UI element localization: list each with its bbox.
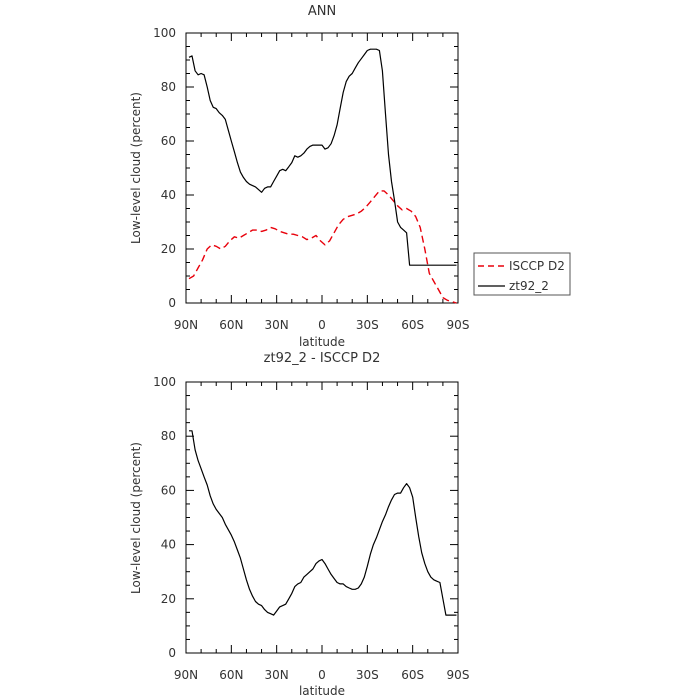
y-tick-label: 20 bbox=[161, 592, 176, 606]
legend-label-isccp: ISCCP D2 bbox=[509, 259, 565, 273]
chart-panel-difference: zt92_2 - ISCCP D2 Low-level cloud (perce… bbox=[129, 351, 469, 698]
plot-frame bbox=[185, 32, 459, 304]
plot-frame bbox=[185, 381, 459, 654]
y-tick-label: 80 bbox=[161, 429, 176, 443]
series-group bbox=[188, 48, 457, 304]
x-tick-label: 30S bbox=[356, 668, 379, 682]
x-tick-label: 60S bbox=[401, 668, 424, 682]
y-tick-label: 20 bbox=[161, 242, 176, 256]
y-axis-label: Low-level cloud (percent) bbox=[129, 92, 143, 244]
chart-title: ANN bbox=[308, 4, 336, 19]
legend: ISCCP D2 zt92_2 bbox=[473, 252, 571, 296]
x-tick-label: 90S bbox=[447, 318, 470, 332]
y-tick-label: 0 bbox=[168, 646, 176, 660]
x-tick-label: 30N bbox=[265, 668, 289, 682]
chart-panel-annual: ANN Low-level cloud (percent) latitude 9… bbox=[129, 4, 469, 349]
x-axis-label: latitude bbox=[299, 684, 345, 698]
y-tick-label: 0 bbox=[168, 296, 176, 310]
y-tick-label: 80 bbox=[161, 80, 176, 94]
x-tick-label: 90N bbox=[174, 318, 198, 332]
y-tick-label: 60 bbox=[161, 134, 176, 148]
x-tick-label: 60N bbox=[219, 668, 243, 682]
tick-group: 90N 60N 30N 0 30S 60S 90S 0 20 40 60 80 100 bbox=[153, 26, 469, 332]
series-line-0 bbox=[189, 430, 457, 616]
series-group bbox=[189, 430, 457, 616]
legend-box bbox=[473, 252, 571, 296]
y-tick-label: 100 bbox=[153, 26, 176, 40]
series-line-1 bbox=[188, 48, 457, 266]
x-tick-label: 90S bbox=[447, 668, 470, 682]
x-tick-label: 0 bbox=[318, 318, 326, 332]
x-tick-label: 90N bbox=[174, 668, 198, 682]
x-axis-label: latitude bbox=[299, 335, 345, 349]
legend-label-zt92: zt92_2 bbox=[509, 279, 549, 293]
x-tick-label: 0 bbox=[318, 668, 326, 682]
y-tick-label: 40 bbox=[161, 538, 176, 552]
y-tick-label: 40 bbox=[161, 188, 176, 202]
tick-group: 90N 60N 30N 0 30S 60S 90S 0 20 40 60 80 100 bbox=[153, 375, 469, 682]
x-tick-label: 30N bbox=[265, 318, 289, 332]
x-tick-label: 30S bbox=[356, 318, 379, 332]
x-tick-label: 60N bbox=[219, 318, 243, 332]
series-line-0 bbox=[188, 190, 457, 304]
y-tick-label: 60 bbox=[161, 483, 176, 497]
y-tick-label: 100 bbox=[153, 375, 176, 389]
y-axis-label: Low-level cloud (percent) bbox=[129, 442, 143, 594]
chart-title: zt92_2 - ISCCP D2 bbox=[264, 351, 381, 366]
x-tick-label: 60S bbox=[401, 318, 424, 332]
